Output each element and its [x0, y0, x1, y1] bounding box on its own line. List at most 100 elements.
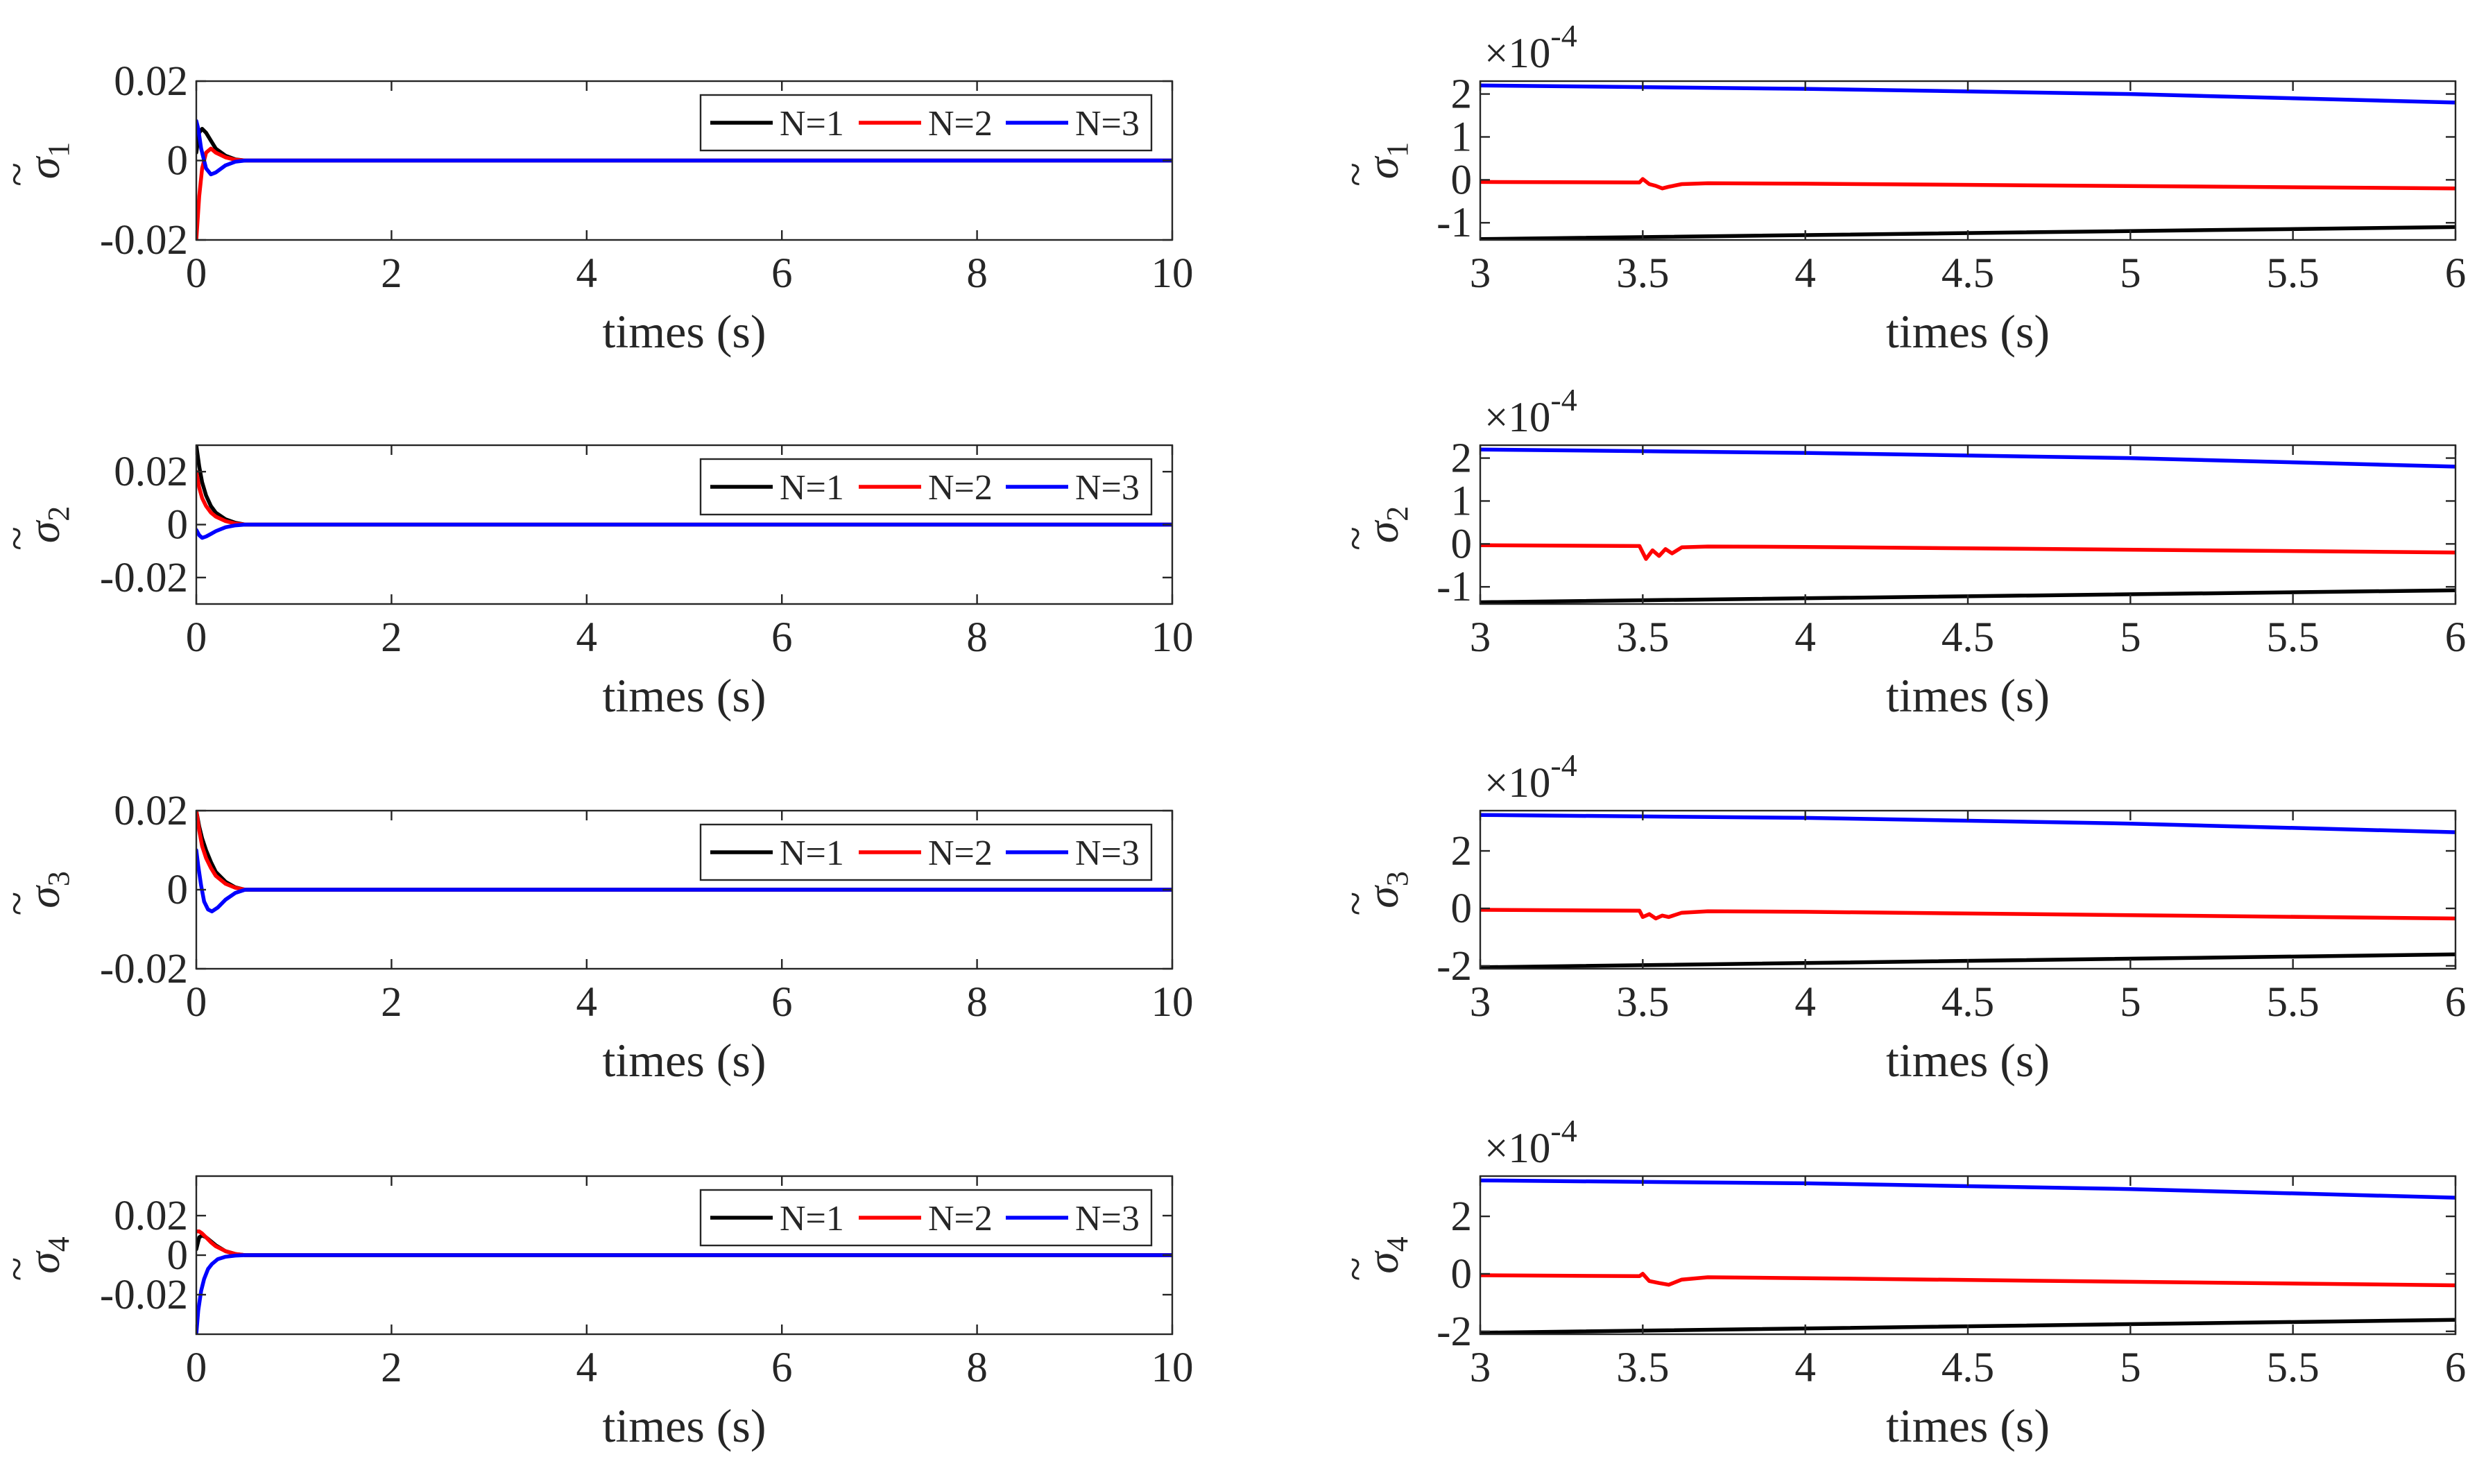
y-axis-label: σ4~ — [0, 1236, 76, 1281]
axis-exponent: ×10-4 — [1484, 1113, 1577, 1172]
sigma-subscript: 3 — [42, 871, 76, 886]
axis-exponent: ×10-4 — [1484, 382, 1577, 441]
tilde-accent: ~ — [0, 162, 41, 187]
y-tick-label: 0 — [167, 1232, 189, 1279]
y-tick-label: 0 — [1451, 886, 1473, 932]
sigma-subscript: 2 — [42, 506, 76, 521]
x-tick-label: 6 — [771, 1345, 793, 1391]
y-tick-label: 0 — [167, 502, 189, 549]
legend: N=1 N=2 N=3 — [699, 94, 1153, 152]
x-axis-label: times (s) — [1886, 1399, 2050, 1452]
exponent-power: -4 — [1550, 382, 1577, 417]
exponent-power: -4 — [1550, 18, 1577, 53]
sigma-subscript: 3 — [1380, 871, 1414, 886]
x-tick-label: 10 — [1151, 1345, 1194, 1391]
y-tick-label: 2 — [1451, 828, 1473, 874]
y-tick-label: 2 — [1451, 435, 1473, 482]
legend-box — [699, 823, 1153, 881]
series-line-n-2 — [1480, 1272, 2455, 1288]
x-tick-label: 4 — [576, 979, 598, 1026]
axes-frame — [1479, 809, 2457, 970]
axis-exponent: ×10-4 — [1484, 18, 1577, 77]
y-tick-label: -1 — [1437, 564, 1472, 610]
axes-frame — [1479, 444, 2457, 605]
x-tick-label: 6 — [771, 979, 793, 1026]
x-tick-label: 4 — [1794, 1345, 1816, 1391]
sigma-subscript: 4 — [1380, 1236, 1414, 1252]
tilde-accent: ~ — [0, 1257, 41, 1282]
legend: N=1 N=2 N=3 — [699, 823, 1153, 881]
legend-label-n-3: N=3 — [1075, 468, 1140, 508]
y-tick-label: 0.02 — [114, 1193, 188, 1239]
y-axis-symbol: σ4 — [19, 1236, 76, 1274]
y-axis-symbol: σ4 — [1358, 1236, 1414, 1274]
y-axis-label: σ3~ — [1330, 871, 1414, 915]
x-tick-label: 10 — [1151, 250, 1194, 297]
x-axis-label: times (s) — [1886, 669, 2050, 722]
sigma-symbol: σ — [1358, 155, 1407, 179]
x-tick-label: 4.5 — [1941, 614, 1994, 661]
y-tick-label: 1 — [1451, 478, 1473, 524]
sigma-symbol: σ — [19, 885, 69, 908]
y-tick-label: 0.02 — [114, 58, 188, 105]
series-line-n-2 — [1480, 543, 2455, 561]
sigma-subscript: 1 — [42, 142, 76, 157]
y-axis-symbol: σ1 — [1358, 142, 1414, 180]
legend-label-n-2: N=2 — [928, 104, 993, 144]
series-group — [1480, 1178, 2455, 1334]
x-tick-label: 8 — [966, 1345, 988, 1391]
x-tick-label: 0 — [186, 1345, 207, 1391]
x-tick-label: 5 — [2120, 250, 2141, 297]
y-tick-label: 0 — [1451, 521, 1473, 567]
y-tick-label: 0.02 — [114, 788, 188, 834]
x-tick-label: 3.5 — [1616, 979, 1669, 1026]
legend-label-n-1: N=1 — [780, 104, 844, 144]
tilde-accent: ~ — [1330, 1257, 1380, 1282]
legend-label-n-3: N=3 — [1075, 1199, 1140, 1239]
series-line-n-2 — [1480, 177, 2455, 191]
tilde-accent: ~ — [1330, 892, 1380, 916]
x-axis-label: times (s) — [602, 669, 766, 722]
series-line-n-2 — [196, 811, 1172, 892]
tilde-accent: ~ — [0, 526, 41, 551]
x-tick-label: 6 — [2445, 614, 2467, 661]
exponent-base: ×10 — [1484, 1125, 1550, 1172]
x-tick-label: 3.5 — [1616, 1345, 1669, 1391]
y-axis-symbol: σ2 — [19, 506, 76, 544]
x-tick-label: 3 — [1470, 1345, 1491, 1391]
legend-label-n-2: N=2 — [928, 1199, 993, 1239]
series-group — [1480, 447, 2455, 604]
x-tick-label: 6 — [2445, 979, 2467, 1026]
y-axis-label: σ2~ — [1330, 506, 1414, 551]
x-tick-label: 2 — [381, 250, 402, 297]
x-tick-label: 2 — [381, 1345, 402, 1391]
legend-label-n-2: N=2 — [928, 834, 993, 873]
y-tick-label: 0.02 — [114, 449, 188, 495]
x-tick-label: 6 — [2445, 250, 2467, 297]
x-axis-label: times (s) — [602, 1034, 766, 1087]
series-group — [196, 119, 1172, 240]
y-axis-label: σ1~ — [1330, 142, 1414, 187]
x-tick-label: 5.5 — [2267, 250, 2320, 297]
x-tick-label: 5 — [2120, 1345, 2141, 1391]
sigma-symbol: σ — [1358, 519, 1407, 543]
x-tick-label: 4.5 — [1941, 1345, 1994, 1391]
y-axis-label: σ1~ — [0, 142, 76, 187]
x-tick-label: 4 — [1794, 614, 1816, 661]
legend-box — [699, 458, 1153, 516]
x-tick-label: 4 — [576, 250, 598, 297]
x-tick-label: 10 — [1151, 614, 1194, 661]
x-axis-label: times (s) — [1886, 1034, 2050, 1087]
y-tick-label: 0 — [167, 138, 189, 184]
y-tick-label: 0 — [1451, 1251, 1473, 1297]
y-tick-label: 0 — [167, 867, 189, 913]
x-tick-label: 5.5 — [2267, 979, 2320, 1026]
x-tick-label: 4 — [1794, 979, 1816, 1026]
y-tick-label: 1 — [1451, 114, 1473, 160]
x-tick-label: 8 — [966, 614, 988, 661]
